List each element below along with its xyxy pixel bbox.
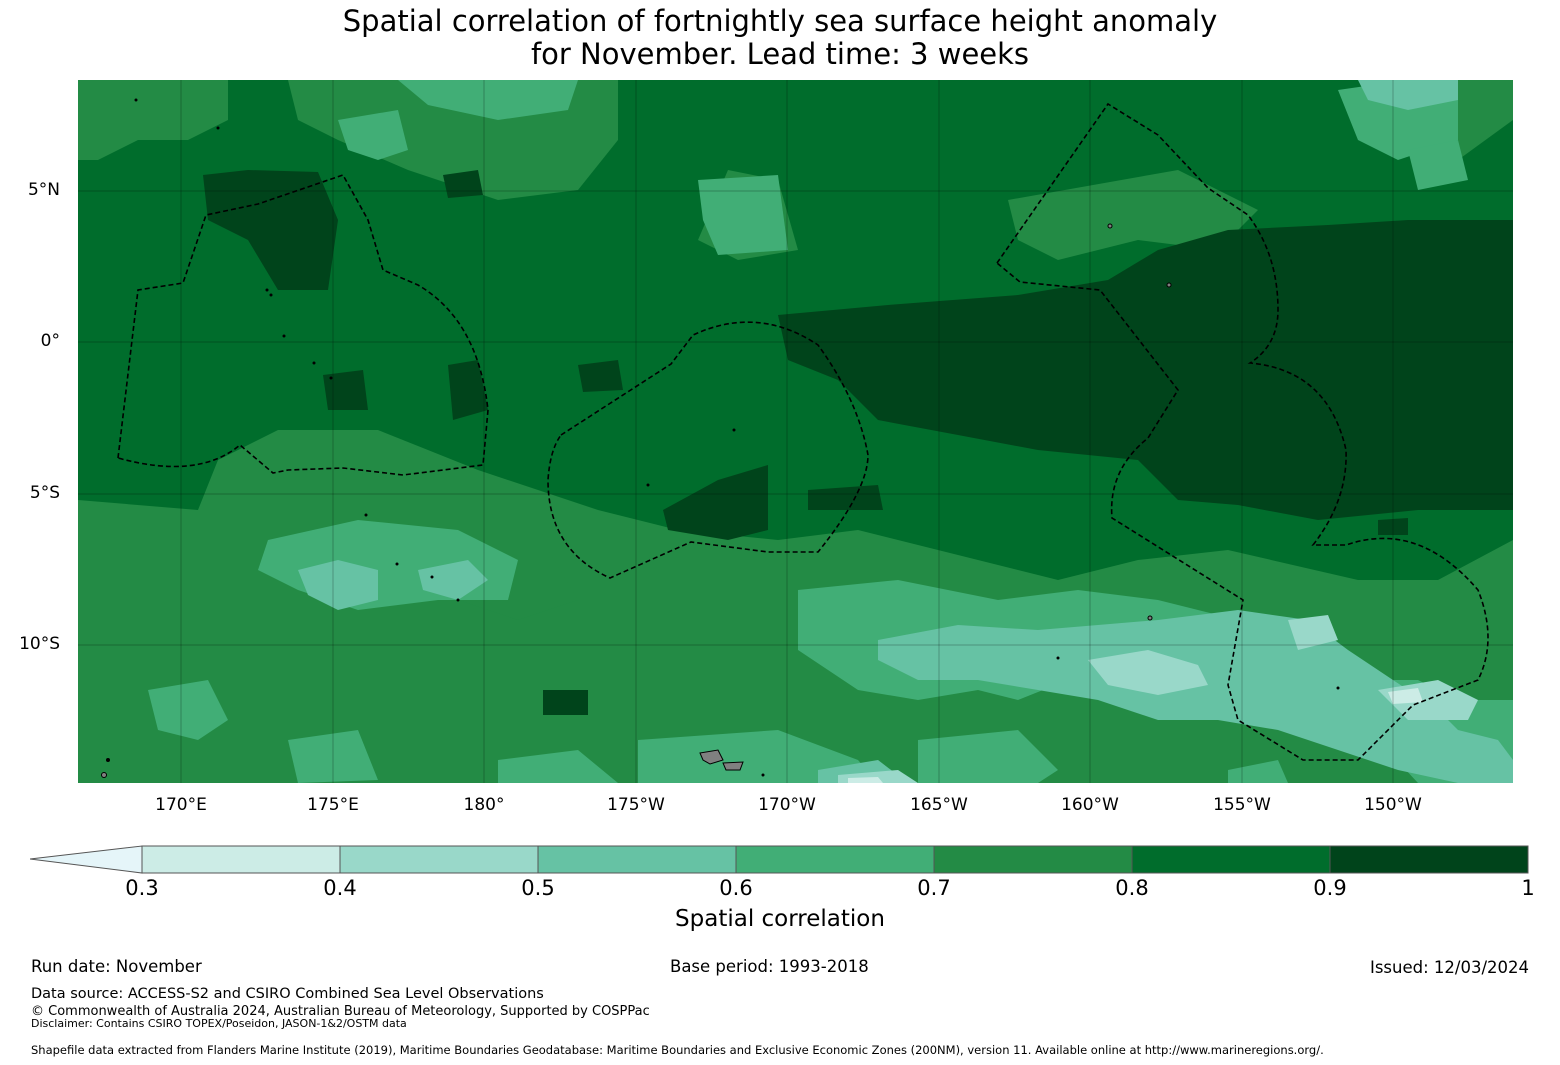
colorbar xyxy=(29,845,1530,875)
lon-label-180: 180° xyxy=(463,795,505,815)
field-0.3-0.4 xyxy=(848,688,1423,783)
lon-label-170w: 170°W xyxy=(758,795,816,815)
graticule xyxy=(78,80,1513,783)
lon-label-160w: 160°W xyxy=(1061,795,1119,815)
lon-label-155w: 155°W xyxy=(1213,795,1271,815)
colorbar-bin-0.3 xyxy=(141,845,341,874)
run-date: Run date: November xyxy=(31,957,202,976)
colorbar-svg xyxy=(29,845,1529,874)
land-islands xyxy=(101,223,1172,778)
colorbar-tick-1: 1 xyxy=(1521,876,1535,900)
colorbar-tick-0.4: 0.4 xyxy=(323,876,357,900)
colorbar-label: Spatial correlation xyxy=(675,906,885,932)
colorbar-extend-arrow xyxy=(29,845,143,874)
colorbar-tick-0.3: 0.3 xyxy=(125,876,159,900)
colorbar-bin-0.8 xyxy=(1131,845,1331,874)
lon-label-175e: 175°E xyxy=(307,795,359,815)
lat-label-5n: 5°N xyxy=(27,180,60,200)
lat-label-0: 0° xyxy=(40,331,60,351)
colorbar-tick-0.7: 0.7 xyxy=(917,876,951,900)
map-svg xyxy=(78,80,1513,783)
colorbar-tick-0.5: 0.5 xyxy=(521,876,555,900)
colorbar-bin-0.5 xyxy=(537,845,737,874)
lon-label-150w: 150°W xyxy=(1364,795,1422,815)
eez-boundaries xyxy=(117,102,1489,761)
lat-label-10s: 10°S xyxy=(19,634,60,654)
map-title-line-2: for November. Lead time: 3 weeks xyxy=(530,37,1030,71)
field-0.9-1.0 xyxy=(203,170,1513,715)
lon-label-175w: 175°W xyxy=(607,795,665,815)
colorbar-bin-0.9 xyxy=(1329,845,1529,874)
lon-label-165w: 165°W xyxy=(910,795,968,815)
lon-label-170e: 170°E xyxy=(155,795,207,815)
colorbar-bin-0.6 xyxy=(735,845,935,874)
colorbar-bin-0.7 xyxy=(933,845,1133,874)
shapefile-credit: Shapefile data extracted from Flanders M… xyxy=(31,1043,1324,1057)
colorbar-tick-0.8: 0.8 xyxy=(1115,876,1149,900)
colorbar-tick-0.9: 0.9 xyxy=(1313,876,1347,900)
base-period: Base period: 1993-2018 xyxy=(670,957,869,976)
data-source: Data source: ACCESS-S2 and CSIRO Combine… xyxy=(31,986,544,1002)
colorbar-tick-0.6: 0.6 xyxy=(719,876,753,900)
atoll-dots xyxy=(106,98,1340,777)
lat-label-5s: 5°S xyxy=(29,483,60,503)
correlation-map xyxy=(78,80,1513,783)
colorbar-bin-0.4 xyxy=(339,845,539,874)
copyright: © Commonwealth of Australia 2024, Austra… xyxy=(31,1004,650,1019)
issued-date: Issued: 12/03/2024 xyxy=(1369,958,1529,977)
disclaimer: Disclaimer: Contains CSIRO TOPEX/Poseido… xyxy=(31,1017,407,1030)
map-title-line-1: Spatial correlation of fortnightly sea s… xyxy=(342,4,1218,38)
